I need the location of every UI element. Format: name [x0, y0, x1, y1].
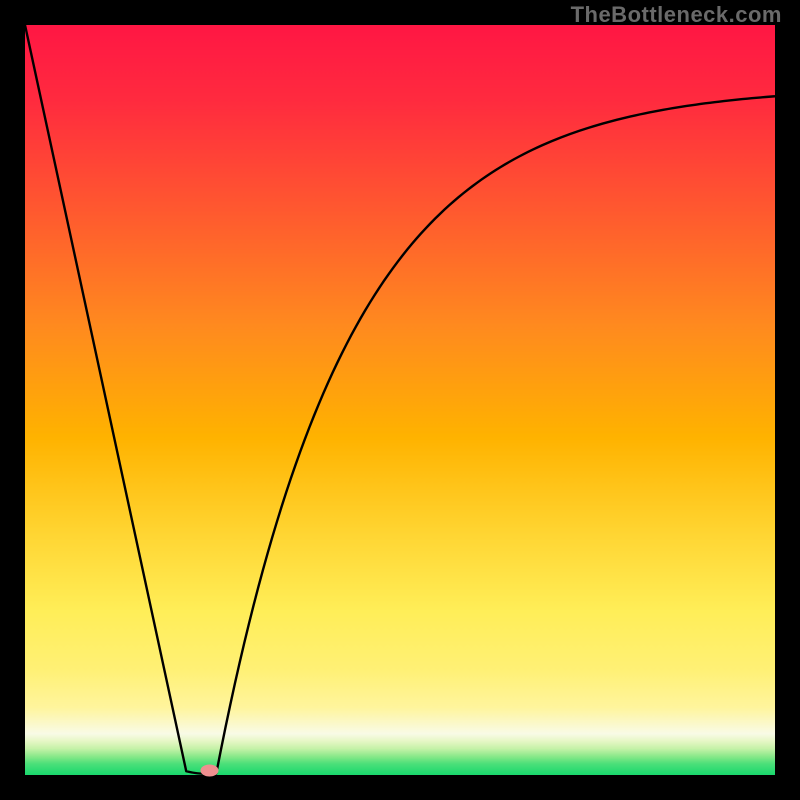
chart-container: TheBottleneck.com — [0, 0, 800, 800]
gradient-plot-area — [25, 25, 775, 775]
watermark-text: TheBottleneck.com — [571, 2, 782, 28]
